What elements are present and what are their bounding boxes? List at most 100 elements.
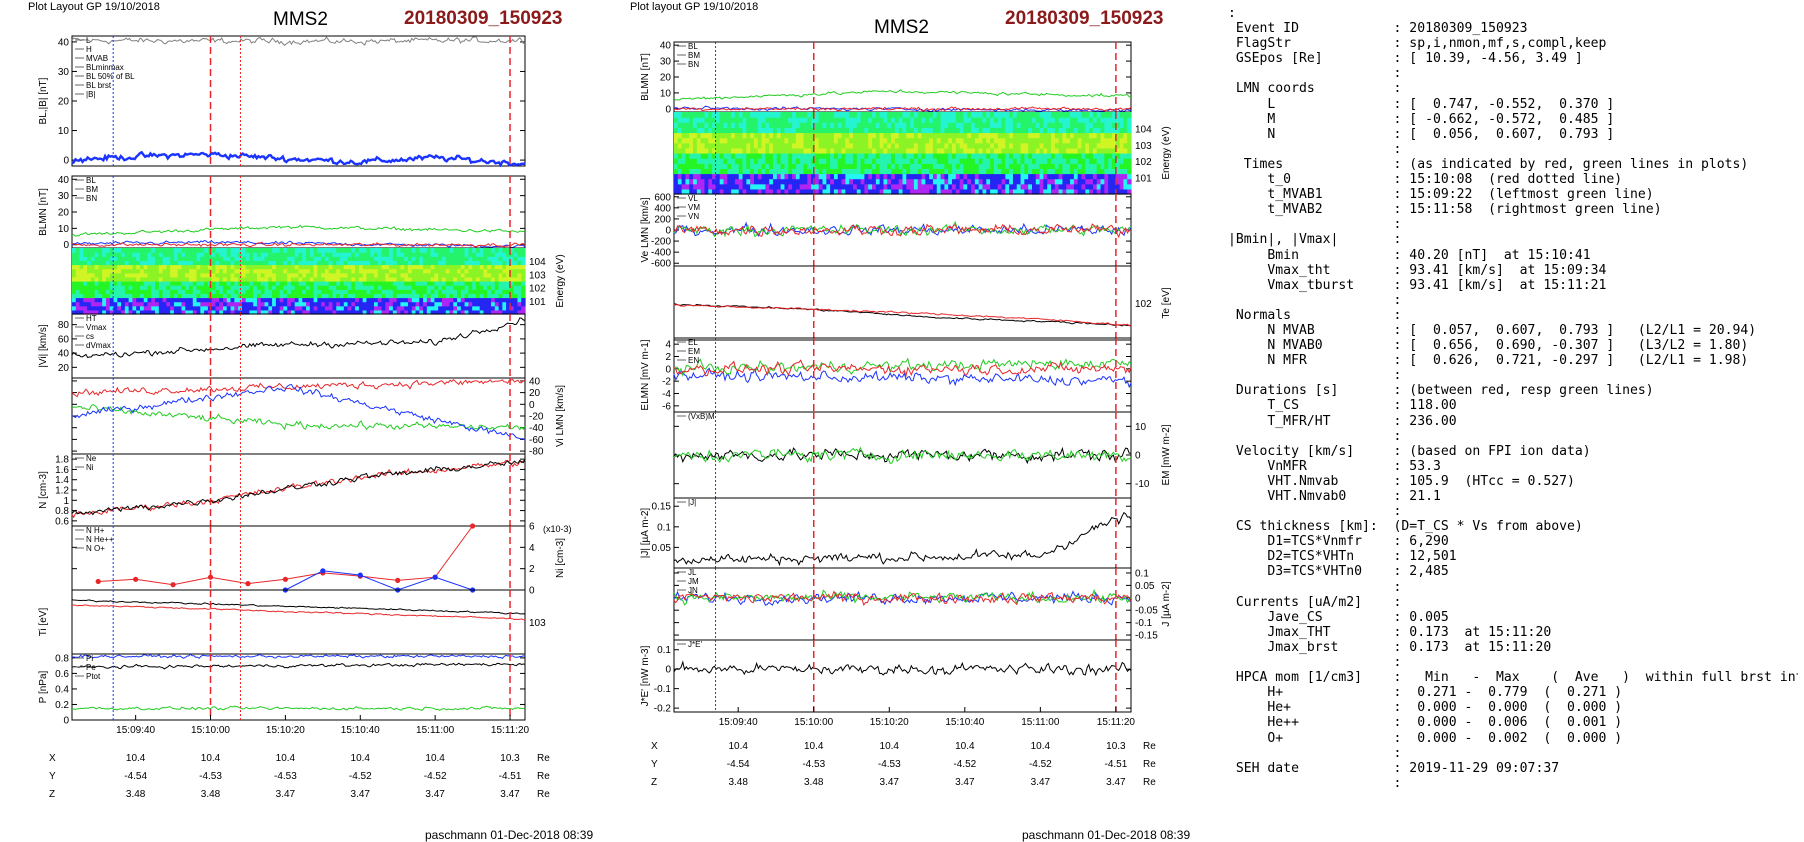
heatmap-cell [491, 301, 496, 307]
heatmap-cell [260, 281, 266, 286]
heatmap-cell [704, 188, 709, 195]
heatmap-cell [170, 285, 175, 290]
heatmap-cell [1077, 173, 1083, 180]
heatmap-cell [336, 260, 341, 266]
heatmap-cell [192, 252, 198, 257]
heatmap-cell [1081, 137, 1086, 144]
heatmap-cell [302, 293, 307, 299]
heatmap-cell [298, 252, 303, 257]
heatmap-cell [102, 268, 107, 274]
heatmap-cell [204, 276, 209, 282]
summary-line: H+ : 0.271 - 0.779 ( 0.271 ) [1267, 685, 1623, 701]
heatmap-cell [441, 289, 447, 294]
heatmap-cell [453, 305, 458, 311]
heatmap-cell [396, 289, 402, 294]
heatmap-cell [773, 137, 778, 144]
heatmap-cell [468, 297, 473, 303]
heatmap-cell [1100, 178, 1105, 185]
heatmap-cell [887, 147, 892, 154]
heatmap-cell [132, 281, 137, 286]
heatmap-cell [879, 127, 885, 134]
heatmap-cell [784, 142, 789, 149]
heatmap-cell [902, 112, 907, 118]
summary-line: CS thickness [km]: (D=T_CS * Vs from abo… [1235, 519, 1583, 535]
heatmap-cell [211, 293, 217, 299]
heatmap-cell [818, 147, 824, 154]
heatmap-cell [336, 252, 341, 257]
heatmap-cell [1035, 122, 1041, 128]
heatmap-cell [290, 281, 296, 286]
heatmap-cell [856, 168, 862, 175]
heatmap-cell [731, 132, 736, 139]
heatmap-cell [1028, 117, 1033, 123]
heatmap-cell [955, 178, 961, 185]
heatmap-cell [457, 272, 462, 278]
heatmap-cell [147, 301, 152, 307]
heatmap-cell [883, 178, 888, 185]
heatmap-cell [1104, 127, 1109, 134]
heatmap-cell [136, 248, 141, 253]
heatmap-cell [681, 122, 687, 128]
y-tick-label: 104 [1135, 124, 1152, 135]
heatmap-cell [833, 122, 839, 128]
axis-label: BLMN [nT] [38, 188, 49, 236]
heatmap-cell [434, 256, 439, 261]
heatmap-cell [415, 309, 420, 315]
heatmap-cell [761, 153, 766, 159]
heatmap-cell [468, 276, 473, 282]
heatmap-cell [898, 188, 904, 195]
heatmap-cell [494, 260, 500, 266]
heatmap-cell [807, 117, 812, 123]
heatmap-cell [731, 168, 736, 175]
heatmap-cell [704, 163, 709, 169]
heatmap-cell [234, 276, 239, 282]
heatmap-cell [230, 289, 235, 294]
heatmap-cell [268, 264, 273, 270]
heatmap-cell [1077, 132, 1083, 139]
heatmap-cell [426, 305, 432, 311]
heatmap-cell [87, 248, 92, 253]
heatmap-cell [860, 153, 866, 159]
heatmap-cell [404, 285, 409, 290]
heatmap-cell [355, 268, 360, 274]
heatmap-cell [411, 305, 417, 311]
heatmap-cell [162, 285, 167, 290]
heatmap-cell [117, 256, 122, 261]
y-tick-label: 20 [58, 363, 70, 374]
heatmap-cell [830, 168, 835, 175]
heatmap-cell [238, 256, 243, 261]
heatmap-cell [712, 122, 717, 128]
heatmap-cell [173, 272, 179, 278]
heatmap-cell [479, 297, 485, 303]
heatmap-cell [517, 301, 522, 307]
heatmap-cell [1028, 122, 1033, 128]
heatmap-cell [309, 289, 315, 294]
heatmap-cell [211, 297, 217, 303]
heatmap-cell [117, 285, 122, 290]
heatmap-cell [833, 117, 839, 123]
heatmap-cell [955, 183, 961, 190]
heatmap-cell [151, 305, 156, 311]
heatmap-cell [264, 260, 269, 266]
heatmap-cell [940, 117, 945, 123]
heatmap-cell [841, 112, 846, 118]
heatmap-cell [936, 163, 942, 169]
summary-line: D3=TCS*VHTn0 : 2,485 [1267, 564, 1449, 580]
heatmap-cell [872, 178, 877, 185]
heatmap-cell [685, 178, 690, 185]
heatmap-cell [204, 301, 209, 307]
heatmap-cell [1043, 178, 1048, 185]
heatmap-cell [283, 305, 288, 311]
heatmap-cell [215, 309, 220, 315]
heatmap-cell [241, 276, 247, 282]
heatmap-cell [185, 268, 190, 274]
heatmap-cell [784, 173, 789, 180]
heatmap-cell [894, 112, 900, 118]
heatmap-cell [351, 264, 356, 270]
heatmap-cell [1111, 183, 1117, 190]
heatmap-cell [249, 285, 254, 290]
heatmap-cell [841, 183, 846, 190]
heatmap-cell [151, 301, 156, 307]
